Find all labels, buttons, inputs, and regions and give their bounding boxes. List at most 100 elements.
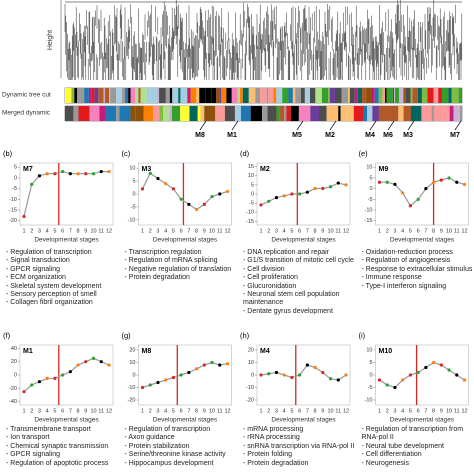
module-color xyxy=(403,106,411,121)
x-axis-label: Developmental stages xyxy=(34,237,99,244)
module-color xyxy=(109,88,111,103)
x-tick-label: 6 xyxy=(298,228,301,234)
x-tick-label: 9 xyxy=(321,408,324,414)
panel-label: (b) xyxy=(3,149,13,158)
point xyxy=(313,186,317,191)
point xyxy=(76,172,80,176)
module-color xyxy=(362,88,367,103)
y-tick-label: 10 xyxy=(129,360,135,366)
module-color xyxy=(255,88,261,103)
point xyxy=(336,378,340,382)
point xyxy=(290,375,294,380)
module-color xyxy=(284,106,287,121)
module-color xyxy=(267,106,277,121)
go-terms: - mRNA processing - rRNA processing - snRN… xyxy=(243,426,355,468)
x-tick-label: 2 xyxy=(267,408,270,414)
module-color xyxy=(338,106,341,121)
module-color xyxy=(150,88,157,103)
module-color xyxy=(371,88,375,103)
module-color xyxy=(441,88,449,103)
module-color xyxy=(122,88,126,103)
go-term: - Negative regulation of translation xyxy=(124,265,232,273)
module-color xyxy=(433,88,439,103)
point xyxy=(194,207,199,212)
point xyxy=(179,197,183,201)
module-color xyxy=(298,106,311,121)
y-tick-label: 5 xyxy=(251,182,254,188)
y-tick-label: 0 xyxy=(369,186,372,192)
point xyxy=(218,363,222,367)
x-tick-label: 3 xyxy=(275,408,278,414)
x-tick-label: 3 xyxy=(156,408,159,414)
point xyxy=(91,356,96,360)
module-color xyxy=(453,106,461,121)
panel-label: (d) xyxy=(240,149,250,158)
module-color xyxy=(421,88,428,103)
module-color xyxy=(159,88,166,103)
go-term: - Regulation of transcription xyxy=(6,249,92,256)
y-tick-label: -15 xyxy=(365,218,373,224)
module-color xyxy=(169,88,173,103)
module-color xyxy=(372,106,379,121)
module-color xyxy=(366,88,372,103)
module-color xyxy=(219,88,222,103)
module-color xyxy=(433,106,444,121)
x-tick-label: 11 xyxy=(454,408,460,414)
x-tick-label: 9 xyxy=(203,228,206,234)
module-color xyxy=(378,88,383,103)
plot-frame xyxy=(19,344,114,406)
go-term: - Transcription regulation xyxy=(124,249,202,256)
module-color xyxy=(431,106,434,121)
y-tick-label: -10 xyxy=(9,197,17,203)
go-term: - Protein folding xyxy=(243,451,293,459)
x-tick-label: 4 xyxy=(401,408,404,414)
y-tick-label: 10 xyxy=(248,173,254,179)
go-term: - Axon guidance xyxy=(124,434,175,442)
go-term: - Chemical synaptic transmission xyxy=(6,442,109,450)
panel-label: (e) xyxy=(359,149,369,158)
x-axis-label: Developmental stages xyxy=(34,417,99,424)
point xyxy=(37,174,42,178)
x-tick-label: 6 xyxy=(417,228,420,234)
leader-line xyxy=(199,120,207,131)
x-tick-label: 4 xyxy=(283,228,286,234)
go-term: - Cell division xyxy=(243,265,285,273)
point xyxy=(22,214,26,219)
module-color xyxy=(348,88,350,103)
point xyxy=(107,363,111,367)
x-tick-label: 5 xyxy=(409,408,412,414)
go-term: - Protein degradation xyxy=(124,274,190,282)
module-color xyxy=(458,88,462,103)
point xyxy=(455,373,459,377)
x-tick-label: 1 xyxy=(378,228,381,234)
point xyxy=(76,363,80,367)
point xyxy=(305,363,309,367)
x-tick-label: 6 xyxy=(298,408,301,414)
x-tick-label: 7 xyxy=(187,228,190,234)
y-tick-label: -5 xyxy=(249,201,254,207)
go-term: - Neural tube development xyxy=(361,442,445,450)
point xyxy=(290,192,294,196)
module-color xyxy=(382,88,386,103)
module-label: M5 xyxy=(292,132,302,139)
y-tick-label: -20 xyxy=(246,397,254,403)
module-color xyxy=(104,88,110,103)
x-tick-label: 4 xyxy=(164,228,167,234)
point xyxy=(148,383,152,387)
module-color xyxy=(292,88,296,103)
module-color xyxy=(403,88,406,103)
leader-line xyxy=(387,120,395,131)
module-color xyxy=(156,88,160,103)
go-term: - mRNA processing xyxy=(243,426,304,433)
panel-label: (g) xyxy=(122,331,132,340)
panel-label: (i) xyxy=(359,331,366,340)
module-color xyxy=(417,88,422,103)
module-color xyxy=(340,106,347,121)
go-terms: - Regulation of transcription - Axon guid… xyxy=(125,426,237,468)
point xyxy=(336,181,340,185)
x-tick-label: 10 xyxy=(327,228,333,234)
module-color xyxy=(460,106,462,121)
x-tick-label: 1 xyxy=(378,408,381,414)
module-color xyxy=(74,88,78,103)
module-color xyxy=(94,88,99,103)
